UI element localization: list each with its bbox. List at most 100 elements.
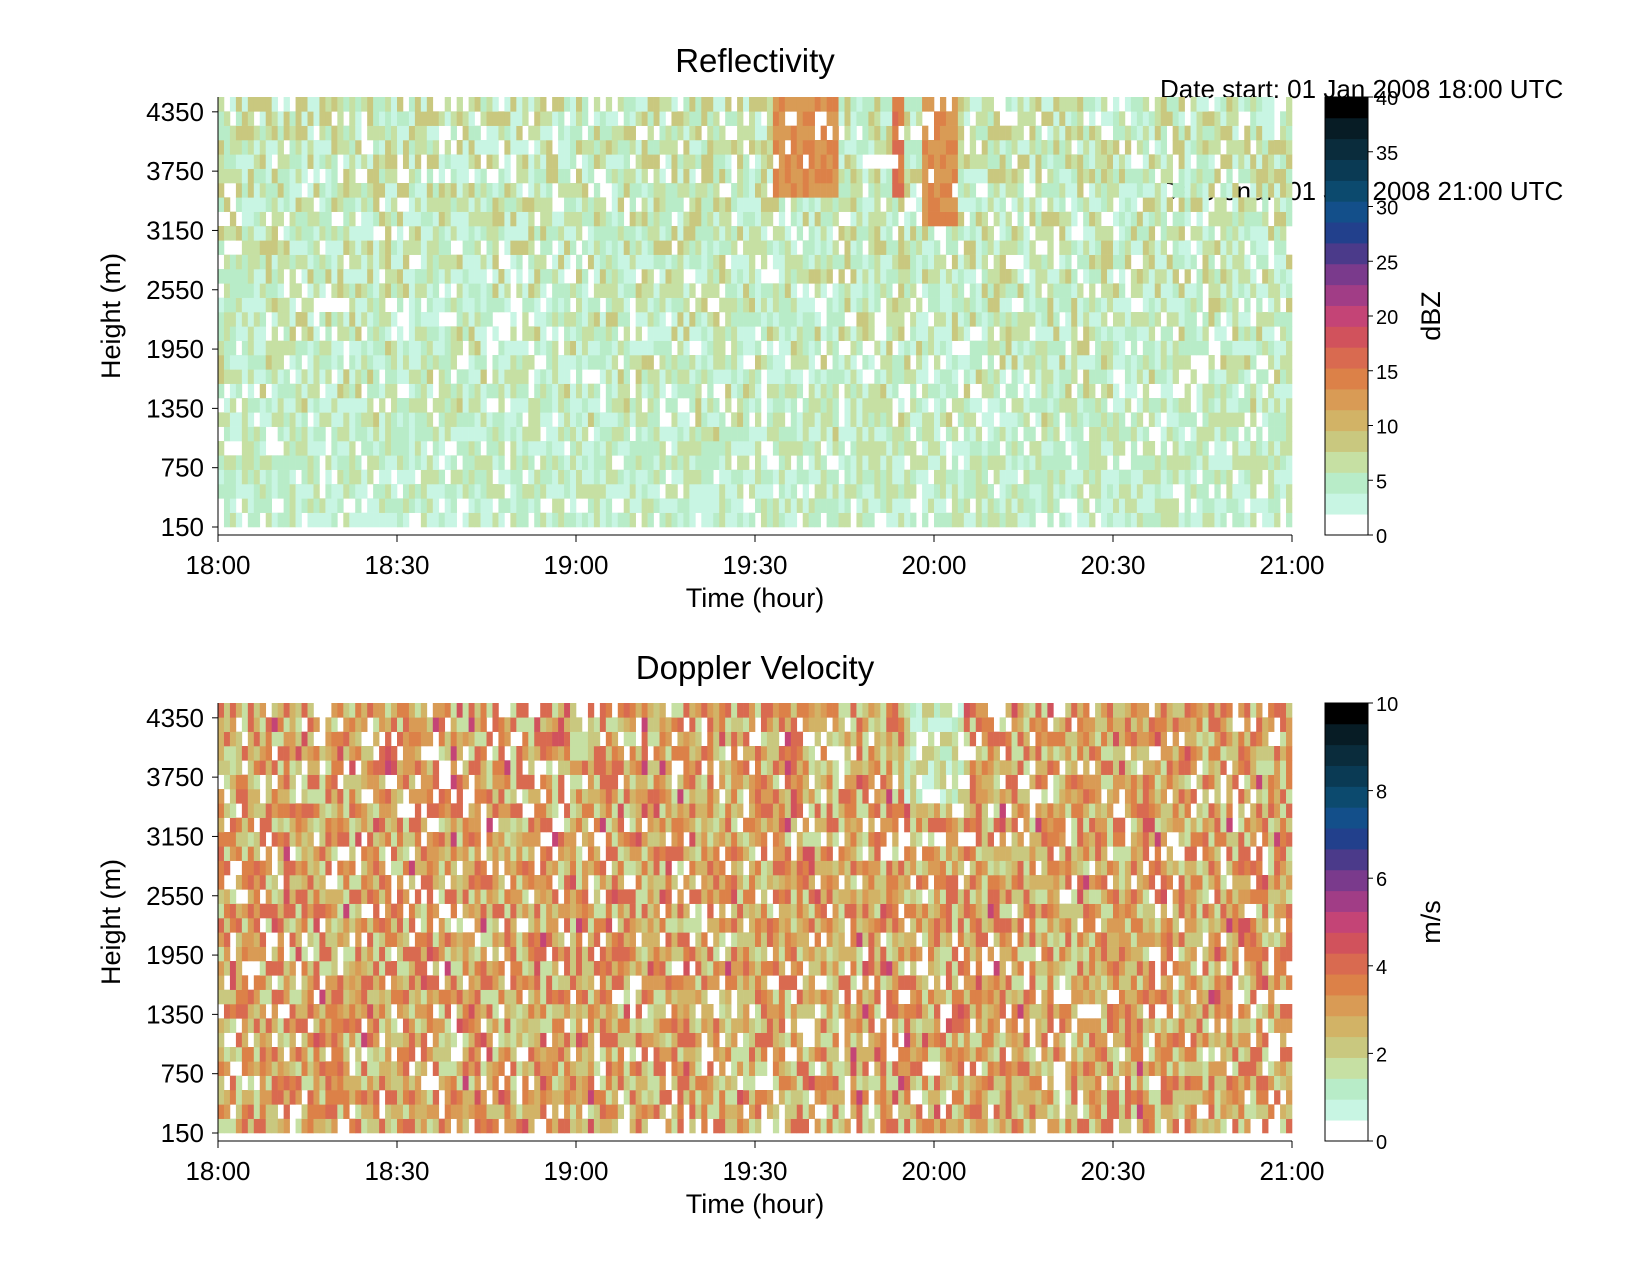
heatmap-cell (1053, 412, 1060, 427)
heatmap-cell (576, 125, 583, 141)
heatmap-cell (1118, 111, 1126, 126)
heatmap-cell (653, 484, 660, 499)
heatmap-cell (957, 469, 965, 485)
heatmap-cell (832, 412, 839, 427)
heatmap-cell (420, 312, 428, 327)
heatmap-cell (957, 484, 965, 499)
heatmap-cell (402, 398, 410, 413)
heatmap-cell (277, 369, 284, 384)
heatmap-cell (307, 398, 314, 413)
heatmap-cell (611, 412, 619, 427)
heatmap-cell (1232, 140, 1239, 155)
heatmap-cell (1124, 398, 1132, 413)
heatmap-cell (832, 426, 839, 442)
heatmap-cell (247, 283, 255, 298)
heatmap-cell (892, 455, 899, 470)
heatmap-cell (218, 168, 225, 184)
heatmap-cell (951, 283, 959, 298)
heatmap-cell (713, 512, 720, 528)
heatmap-cell (1238, 326, 1245, 341)
heatmap-cell (277, 961, 284, 976)
heatmap-cell (259, 398, 267, 413)
heatmap-cell (1101, 340, 1108, 356)
heatmap-cell (665, 455, 672, 470)
heatmap-cell (223, 469, 231, 485)
heatmap-cell (218, 789, 225, 804)
heatmap-cell (707, 412, 714, 427)
heatmap-cell (886, 183, 893, 198)
heatmap-cell (1005, 455, 1012, 470)
heatmap-cell (832, 398, 839, 413)
heatmap-cell (408, 111, 416, 126)
heatmap-cell (1148, 240, 1156, 255)
heatmap-cell (1268, 183, 1275, 198)
heatmap-cell (379, 326, 386, 341)
heatmap-cell (677, 441, 684, 456)
heatmap-cell (247, 269, 255, 284)
heatmap-cell (301, 312, 308, 327)
heatmap-cell (617, 226, 625, 241)
heatmap-cell (659, 125, 666, 141)
heatmap-cell (922, 441, 929, 456)
heatmap-cell (486, 211, 493, 227)
heatmap-cell (760, 498, 768, 513)
heatmap-cell (241, 97, 249, 112)
heatmap-cell (826, 484, 833, 499)
heatmap-cell (1011, 398, 1018, 413)
heatmap-cell (981, 240, 988, 255)
heatmap-cell (1244, 340, 1251, 356)
heatmap-cell (969, 441, 977, 456)
heatmap-cell (617, 512, 625, 528)
heatmap-cell (647, 283, 654, 298)
heatmap-cell (844, 355, 851, 370)
heatmap-cell (934, 355, 941, 370)
heatmap-cell (247, 918, 255, 933)
heatmap-cell (832, 283, 839, 298)
heatmap-cell (271, 512, 278, 528)
heatmap-cell (987, 355, 994, 370)
heatmap-cell (743, 240, 750, 255)
heatmap-cell (1268, 154, 1275, 169)
heatmap-cell (796, 111, 804, 126)
heatmap-cell (820, 211, 827, 227)
heatmap-cell (910, 340, 917, 356)
heatmap-cell (259, 1090, 267, 1105)
heatmap-cell (1011, 312, 1018, 327)
heatmap-cell (1244, 283, 1251, 298)
heatmap-cell (283, 817, 290, 833)
heatmap-cell (593, 140, 601, 155)
heatmap-cell (259, 369, 267, 384)
heatmap-cell (1065, 226, 1072, 241)
heatmap-cell (993, 498, 1000, 513)
heatmap-cell (659, 168, 666, 184)
heatmap-cell (772, 226, 780, 241)
heatmap-cell (653, 426, 660, 442)
heatmap-cell (1286, 269, 1293, 284)
heatmap-cell (945, 426, 953, 442)
heatmap-cell (820, 140, 827, 155)
heatmap-cell (450, 197, 457, 212)
heatmap-cell (534, 183, 541, 198)
heatmap-cell (301, 383, 308, 399)
colorbar-segment (1325, 180, 1368, 202)
heatmap-cell (241, 1061, 249, 1076)
heatmap-cell (1274, 484, 1281, 499)
heatmap-cell (1047, 355, 1054, 370)
heatmap-cell (247, 731, 255, 747)
heatmap-cell (528, 283, 535, 298)
heatmap-cell (289, 1047, 296, 1062)
heatmap-cell (826, 498, 833, 513)
heatmap-cell (552, 469, 559, 485)
heatmap-cell (862, 312, 869, 327)
heatmap-cell (385, 168, 392, 184)
heatmap-cell (928, 383, 935, 399)
heatmap-cell (999, 326, 1006, 341)
heatmap-cell (504, 269, 511, 284)
heatmap-cell (1244, 398, 1251, 413)
heatmap-cell (784, 297, 792, 313)
heatmap-cell (1035, 154, 1042, 169)
heatmap-cell (289, 125, 296, 141)
heatmap-cell (337, 312, 344, 327)
colorbar-tick-label: 10 (1376, 417, 1398, 439)
heatmap-cell (790, 168, 798, 184)
